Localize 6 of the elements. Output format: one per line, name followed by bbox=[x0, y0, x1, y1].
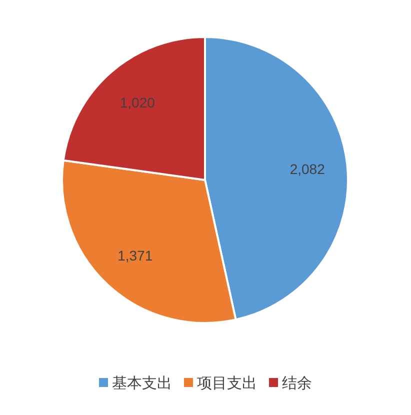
legend-label: 项目支出 bbox=[197, 375, 257, 392]
data-label: 1,371 bbox=[118, 248, 153, 264]
data-label: 2,082 bbox=[290, 160, 326, 177]
legend-label: 基本支出 bbox=[112, 375, 172, 392]
legend-label: 结余 bbox=[282, 375, 312, 392]
data-label: 1,020 bbox=[120, 94, 156, 110]
